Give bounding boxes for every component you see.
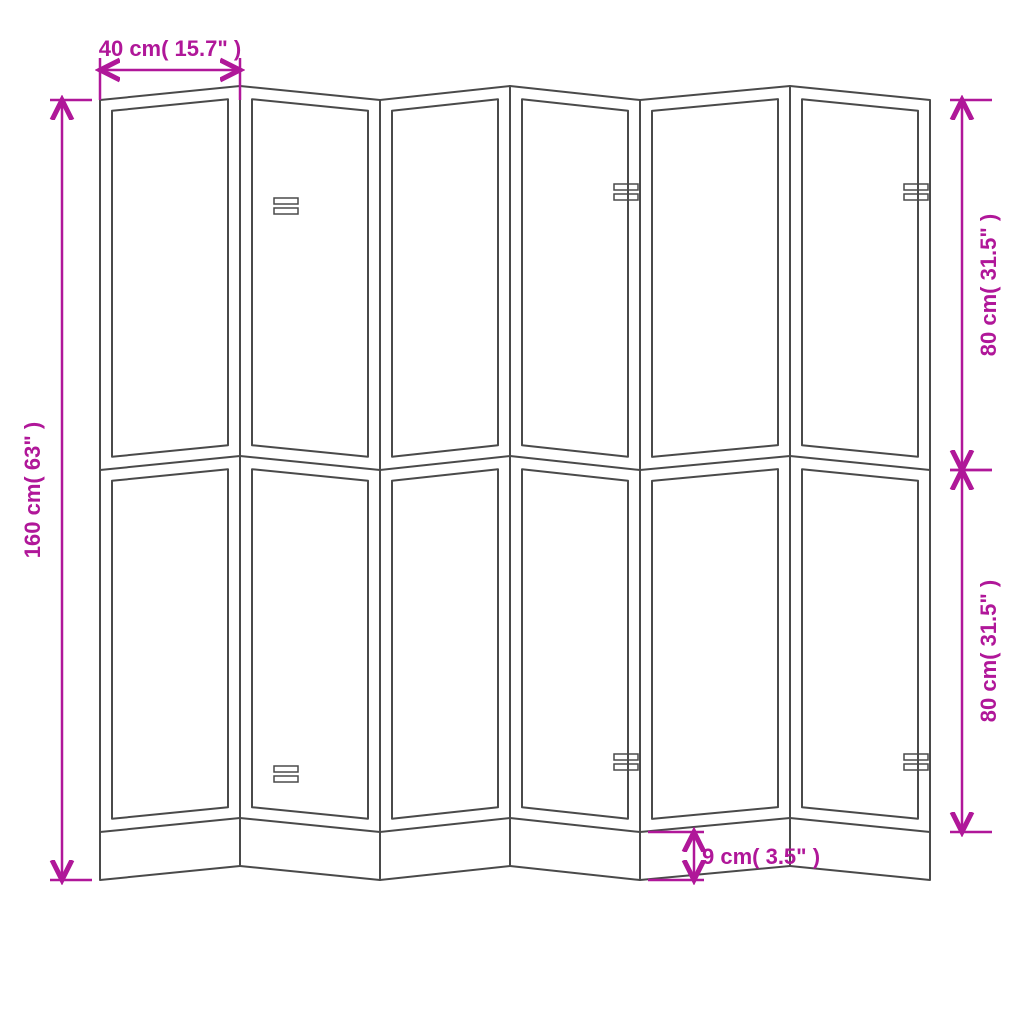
room-divider-outline [100, 86, 930, 880]
dim-lower-section: 80 cm( 31.5" ) [976, 580, 1001, 723]
dim-upper-section: 80 cm( 31.5" ) [976, 214, 1001, 357]
dim-panel-width: 40 cm( 15.7" ) [99, 36, 242, 61]
dim-foot-gap: 9 cm( 3.5" ) [702, 844, 820, 869]
dim-total-height: 160 cm( 63" ) [20, 422, 45, 558]
